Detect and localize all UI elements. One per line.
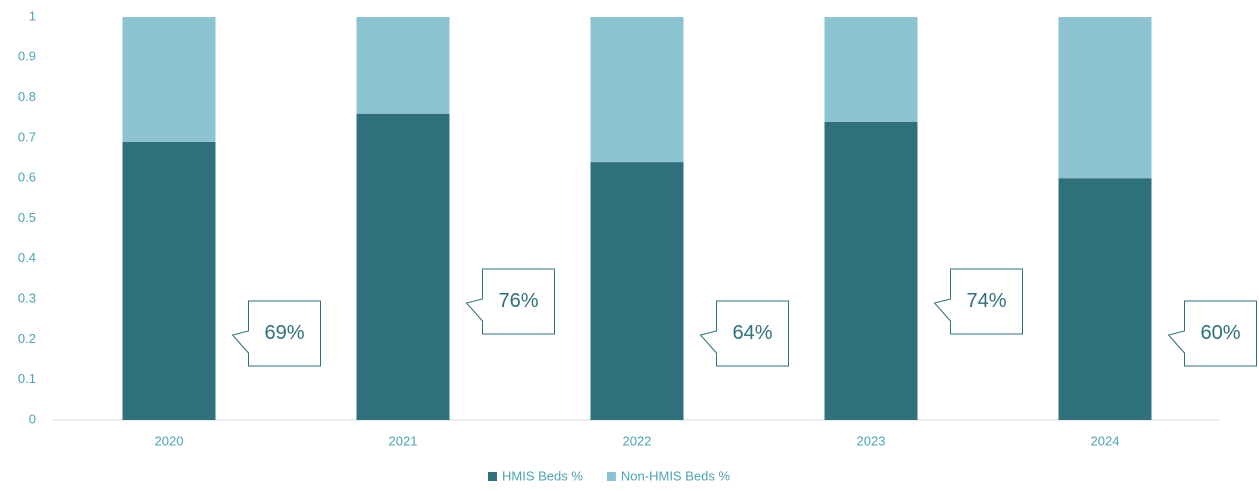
bar-segment xyxy=(356,113,450,420)
x-tick-label: 2021 xyxy=(389,433,418,448)
callout xyxy=(933,268,1023,335)
legend-swatch xyxy=(606,472,616,481)
legend-swatch xyxy=(488,472,497,481)
legend-label: HMIS Beds % xyxy=(502,468,583,483)
y-tick-label: 0 xyxy=(29,411,36,426)
legend-label: Non-HMIS Beds % xyxy=(621,468,731,483)
y-tick-label: 1 xyxy=(29,8,36,23)
y-tick-label: 0.5 xyxy=(18,210,36,225)
bar-segment xyxy=(824,17,918,122)
value-label: 74% xyxy=(966,290,1006,312)
callout xyxy=(699,300,789,367)
x-tick-label: 2024 xyxy=(1091,433,1120,448)
y-tick-label: 0.7 xyxy=(18,129,36,144)
bar-segment xyxy=(1058,178,1152,420)
bar-segment xyxy=(122,141,216,420)
callout xyxy=(465,268,555,335)
value-label: 69% xyxy=(264,322,304,344)
y-tick-label: 0.3 xyxy=(18,291,36,306)
y-tick-label: 0.2 xyxy=(18,331,36,346)
x-tick-label: 2022 xyxy=(623,433,652,448)
x-tick-label: 2023 xyxy=(857,433,886,448)
bar-segment xyxy=(122,17,216,142)
bar-segment xyxy=(1058,17,1152,179)
y-tick-label: 0.8 xyxy=(18,89,36,104)
y-tick-label: 0.1 xyxy=(18,371,36,386)
bar-segment xyxy=(590,17,684,163)
y-tick-label: 0.9 xyxy=(18,49,36,64)
bar-segment xyxy=(824,121,918,420)
y-tick-label: 0.6 xyxy=(18,170,36,185)
x-tick-label: 2020 xyxy=(155,433,184,448)
bar-segment xyxy=(356,17,450,114)
value-label: 60% xyxy=(1200,322,1240,344)
value-label: 76% xyxy=(498,290,538,312)
callout xyxy=(1167,300,1257,367)
callout xyxy=(231,300,321,367)
value-label: 64% xyxy=(732,322,772,344)
bar-segment xyxy=(590,162,684,420)
y-tick-label: 0.4 xyxy=(18,250,36,265)
